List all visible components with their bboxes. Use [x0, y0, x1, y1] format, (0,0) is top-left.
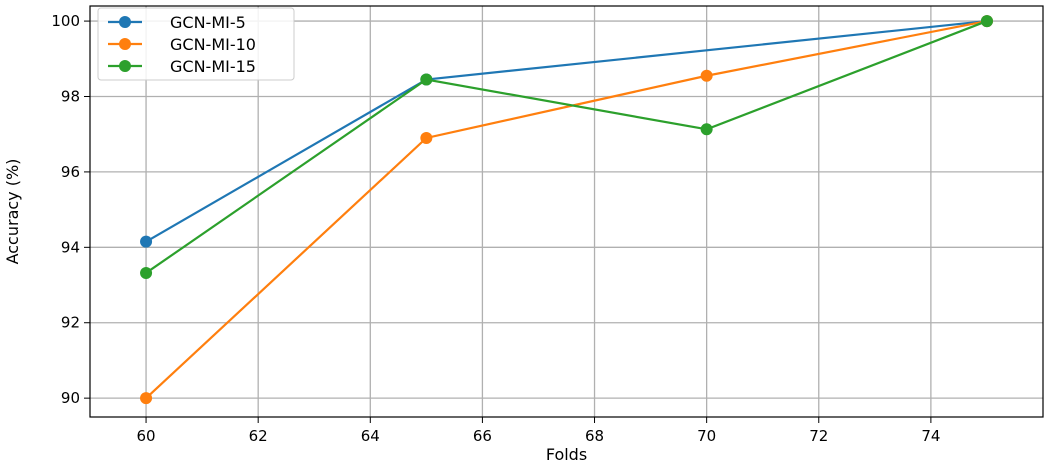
legend-marker [119, 38, 131, 50]
y-tick-label: 96 [61, 163, 80, 181]
y-tick-label: 92 [61, 314, 80, 332]
data-point [420, 73, 433, 86]
series-layer [140, 15, 993, 405]
legend-label: GCN-MI-10 [170, 35, 256, 54]
y-axis-ticks: 90 92 94 96 98 100 [51, 12, 90, 407]
x-tick-label: 74 [921, 427, 940, 445]
x-axis-ticks: 60 62 64 66 68 70 72 74 [137, 417, 940, 445]
legend-label: GCN-MI-5 [170, 13, 246, 32]
x-tick-label: 70 [697, 427, 716, 445]
data-point [420, 131, 433, 144]
plot-frame [89, 5, 1044, 418]
legend-box [97, 7, 295, 81]
data-point [700, 69, 713, 82]
legend-item: GCN-MI-10 [108, 35, 256, 54]
series-gcn-mi-15 [140, 15, 993, 279]
legend-item: GCN-MI-5 [108, 13, 246, 32]
x-axis-title: Folds [546, 445, 587, 463]
y-tick-label: 100 [51, 12, 80, 30]
y-tick-label: 98 [61, 87, 80, 105]
data-point [140, 235, 153, 248]
series-line [145, 20, 988, 399]
y-tick-label: 90 [61, 389, 80, 407]
x-tick-label: 62 [249, 427, 268, 445]
y-axis-title: Accuracy (%) [3, 159, 22, 265]
legend-marker [119, 60, 131, 72]
x-tick-label: 60 [137, 427, 156, 445]
data-point [700, 123, 713, 136]
series-line [145, 20, 988, 274]
x-tick-label: 64 [361, 427, 380, 445]
legend-marker [119, 16, 131, 28]
x-tick-label: 68 [585, 427, 604, 445]
x-tick-label: 66 [473, 427, 492, 445]
x-tick-label: 72 [809, 427, 828, 445]
data-point [980, 15, 993, 28]
legend-label: GCN-MI-15 [170, 57, 256, 76]
y-tick-label: 94 [61, 238, 80, 256]
data-point [140, 266, 153, 279]
legend-item: GCN-MI-15 [108, 57, 256, 76]
data-point [140, 392, 153, 405]
legend: GCN-MI-5 GCN-MI-10 GCN-MI-15 [97, 7, 295, 81]
